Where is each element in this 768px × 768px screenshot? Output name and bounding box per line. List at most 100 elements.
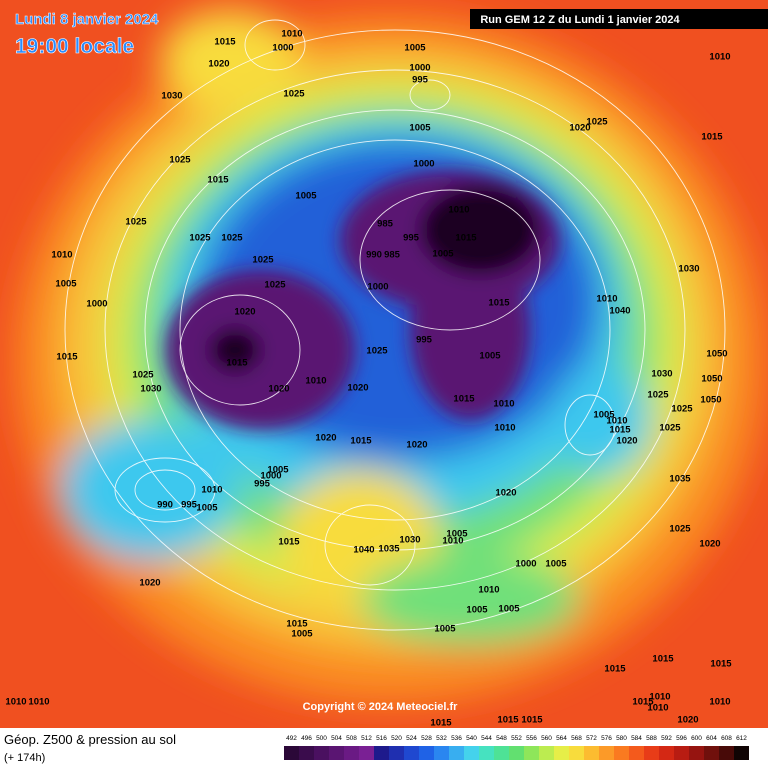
isobar-label: 1020 [677,715,698,726]
isobar-label: 1040 [609,306,630,317]
isobar-label: 1040 [353,545,374,556]
isobar-label: 1010 [442,536,463,547]
isobar-label: 1005 [409,123,431,134]
colorbar-label: 548 [496,735,507,742]
run-box [470,9,768,29]
colorbar-label: 532 [436,735,447,742]
isobar-label: 1005 [479,351,501,362]
isobar-label: 1000 [409,63,430,74]
isobar-label: 1015 [632,697,654,708]
colorbar-label: 596 [676,735,687,742]
colorbar-label: 576 [601,735,612,742]
colorbar-swatch [644,746,659,760]
colorbar-swatch [524,746,539,760]
isobar-label: 1015 [609,425,631,436]
isobar-label: 1025 [169,155,191,166]
isobar-label: 1005 [434,624,456,635]
isobar-label: 1010 [5,697,26,708]
isobar-label: 1010 [596,294,617,305]
colorbar-swatch [464,746,479,760]
colorbar-label: 584 [631,735,642,742]
colorbar-swatch [419,746,434,760]
isobar-label: 1010 [305,376,326,387]
isobar-label: 1015 [56,352,78,363]
isobar-label: 1015 [652,654,674,665]
colorbar-swatch [314,746,329,760]
colorbar-label: 556 [526,735,537,742]
colorbar-swatch [509,746,524,760]
isobar-label: 1020 [699,539,720,550]
colorbar-label: 552 [511,735,522,742]
colorbar-swatch [374,746,389,760]
colorbar-label: 572 [586,735,597,742]
isobar-label: 990 [157,500,173,511]
forecast-date: Lundi 8 janvier 2024 [15,11,159,28]
colorbar-swatch [629,746,644,760]
isobar-label: 1000 [413,159,434,170]
colorbar-swatch [569,746,584,760]
colorbar-label: 580 [616,735,627,742]
isobar-label: 1005 [291,629,313,640]
isobar-label: 1015 [497,715,519,726]
isobar-label: 1030 [678,264,699,275]
isobar-label: 1005 [295,191,317,202]
isobar-label: 1010 [647,703,668,714]
isobar-label: 1000 [367,282,388,293]
isobar-label: 1020 [569,123,590,134]
isobar-label: 1030 [161,91,182,102]
isobar-label: 1010 [649,692,670,703]
isobar-label: 985 [377,219,394,230]
isobar-label: 1005 [267,465,289,476]
isobar-label: 1025 [671,404,693,415]
colorbar-swatch [359,746,374,760]
isobar-label: 1050 [700,395,721,406]
colorbar-label: 520 [391,735,402,742]
colorbar-swatch [659,746,674,760]
isobar-label: 1020 [139,578,160,589]
isobar-label: 1025 [659,423,681,434]
isobar-label: 1025 [221,233,243,244]
isobar-label: 1010 [478,585,499,596]
colorbar-swatch [284,746,299,760]
isobar-label: 1020 [495,488,516,499]
isobar-label: 1015 [604,664,626,675]
isobar-label: 995 [412,75,429,86]
isobar-label: 1025 [252,255,274,266]
colorbar-label: 524 [406,735,417,742]
isobar-label: 1030 [651,369,672,380]
isobar-label: 1020 [208,59,229,70]
isobar-label: 1005 [196,503,218,514]
isobar-label: 995 [254,479,271,490]
isobar-label: 1020 [234,307,255,318]
copyright: Copyright © 2024 Meteociel.fr [303,701,459,713]
colorbar-swatch [704,746,719,760]
colorbar-label: 612 [736,735,747,742]
colorbar-label: 516 [376,735,387,742]
isobar-label: 1030 [399,535,420,546]
isobar-label: 1010 [281,29,302,40]
isobar-label: 1035 [378,544,400,555]
isobar-label: 995 [181,500,198,511]
colorbar-label: 536 [451,735,462,742]
isobar-label: 1010 [493,399,514,410]
isobar-label: 990 [366,250,382,261]
isobar-label: 1025 [189,233,211,244]
isobar-label: 1050 [706,349,727,360]
isobar-label: 1010 [201,485,222,496]
isobar-label: 1020 [406,440,427,451]
isobar-label: 1010 [51,250,72,261]
legend-title: Géop. Z500 & pression au sol [4,732,176,747]
isobar-label: 985 [384,250,401,261]
isobar-label: 1015 [214,37,236,48]
isobar-label: 1015 [430,718,452,729]
isobar-label: 1005 [446,529,468,540]
forecast-time: 19:00 locale [15,35,134,58]
colorbar-swatch [689,746,704,760]
isobar-label: 1010 [494,423,515,434]
colorbar-swatch [404,746,419,760]
colorbar-label: 564 [556,735,567,742]
colorbar-swatch [494,746,509,760]
isobar-label: 1005 [55,279,77,290]
isobar-label: 1010 [606,416,627,427]
